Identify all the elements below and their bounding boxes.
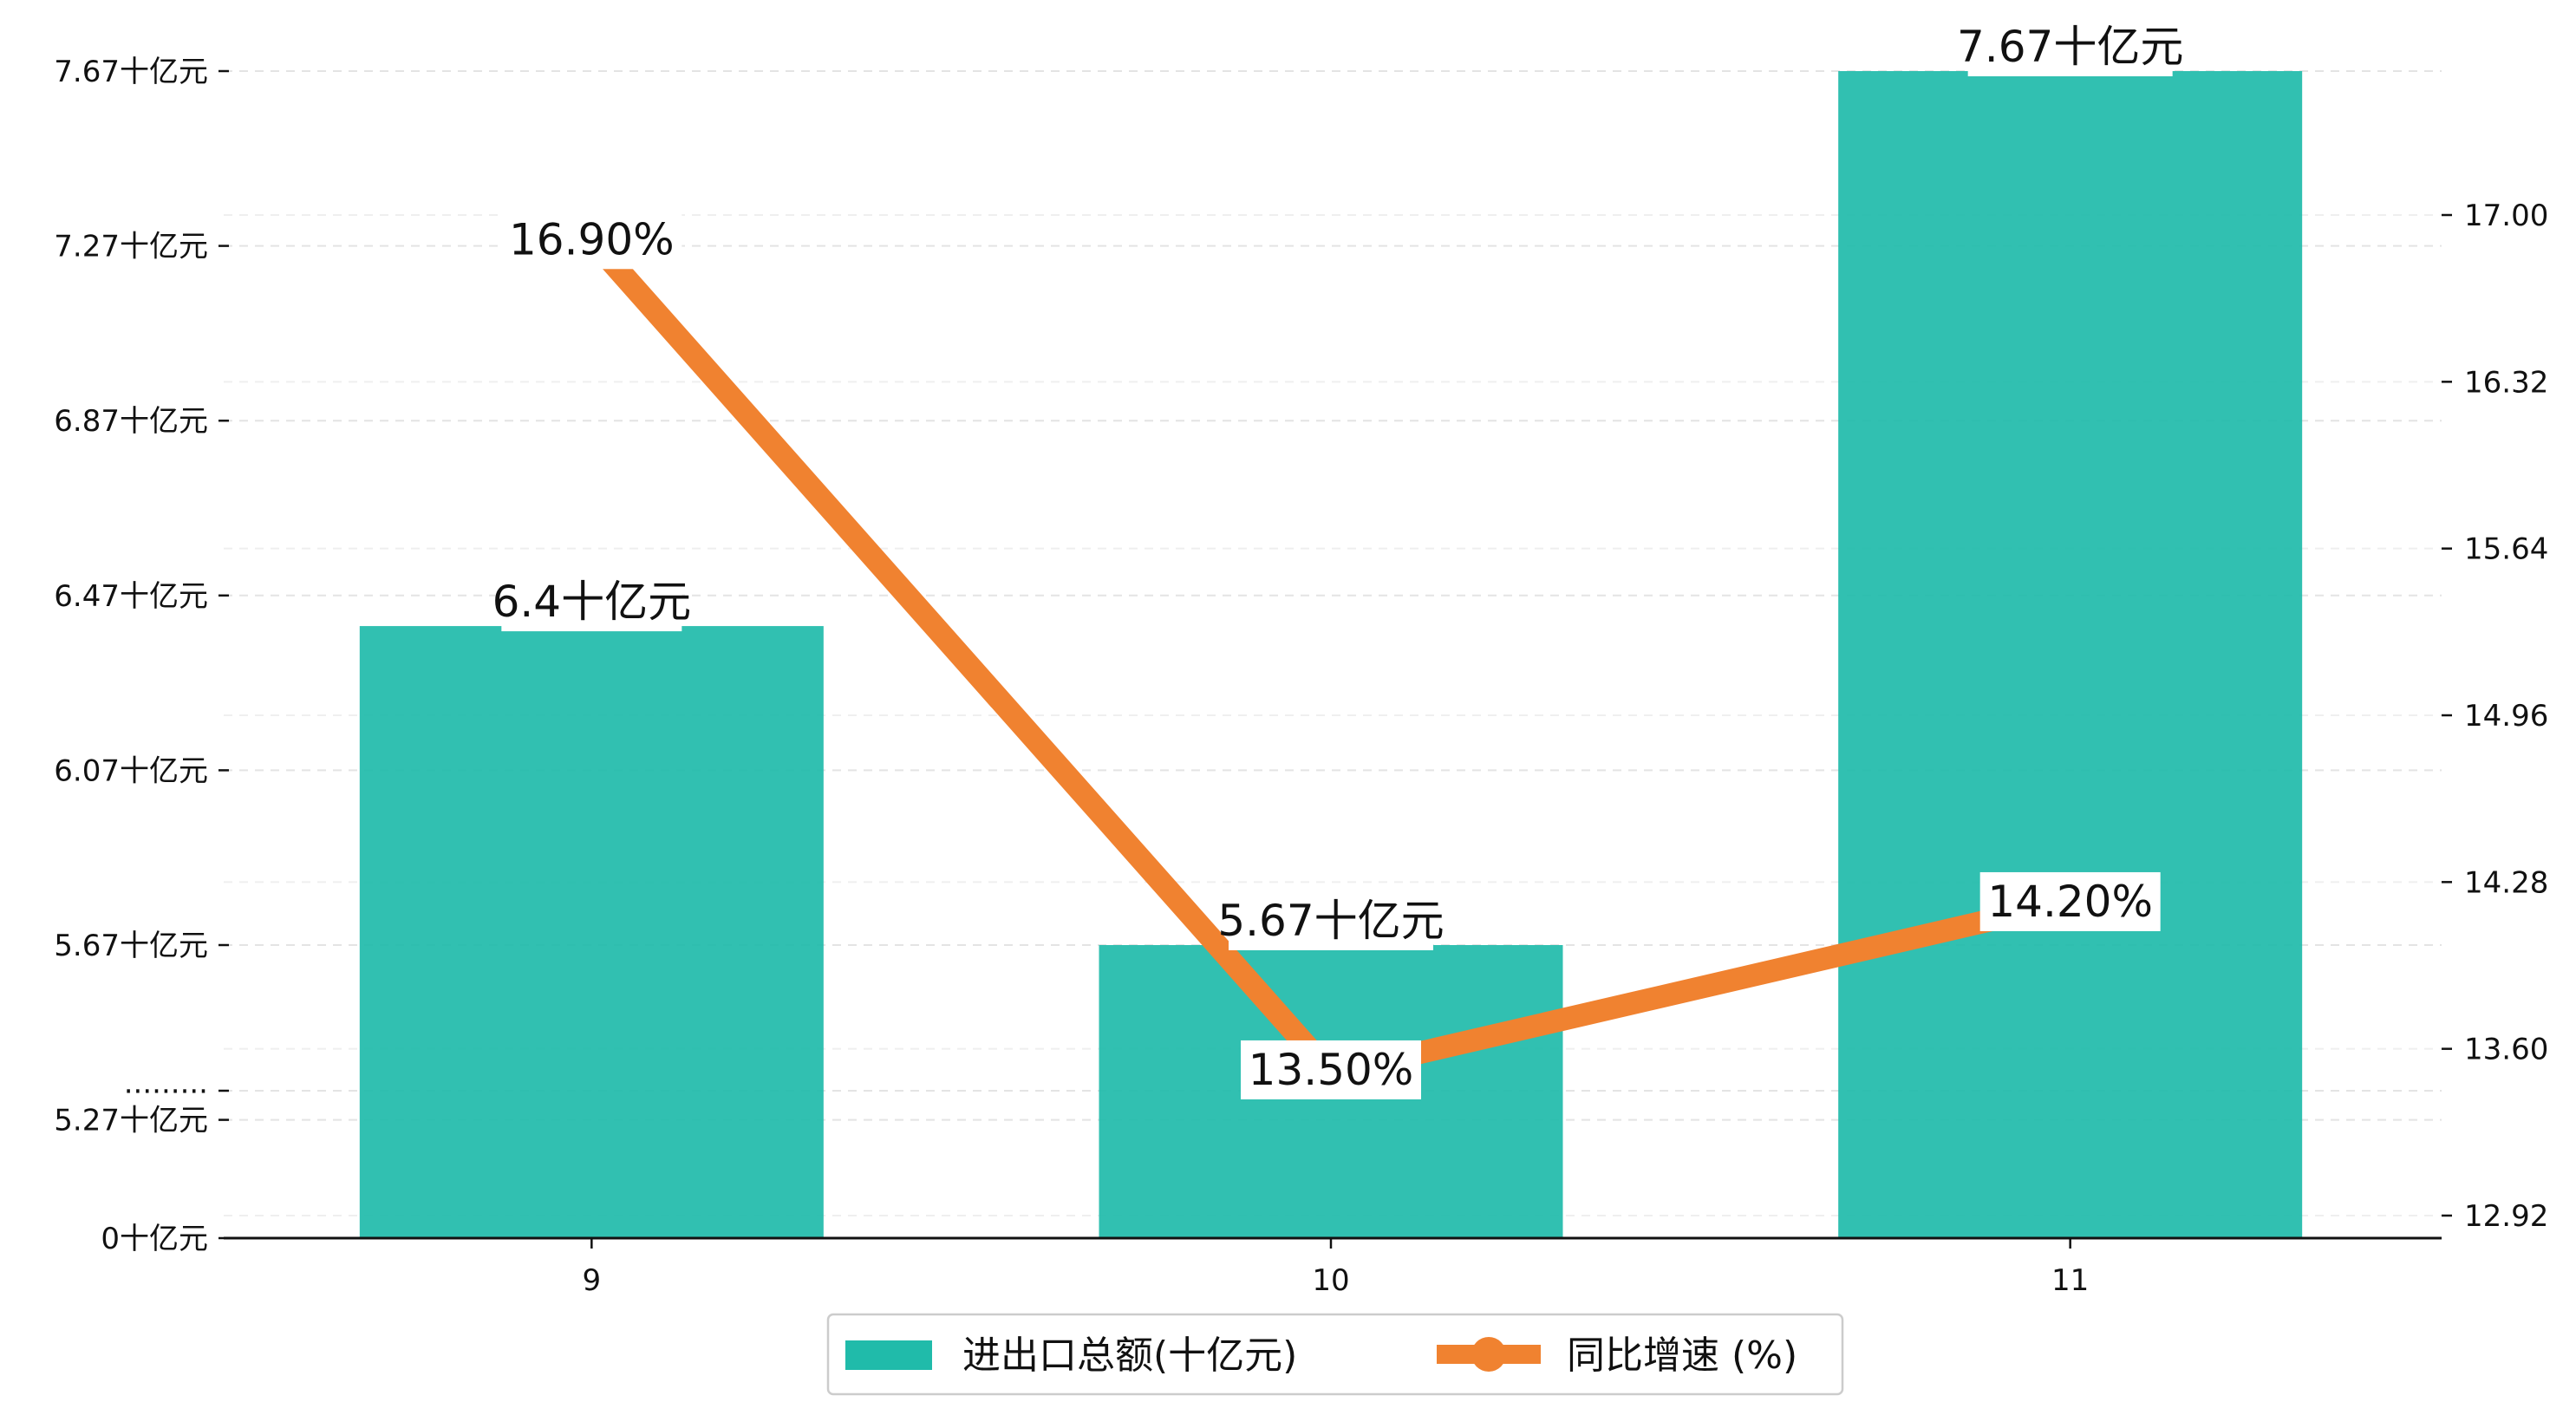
- bar-value-label-bg: [1967, 17, 2173, 76]
- line-value-label-bg: [1241, 1040, 1421, 1099]
- legend: 进出口总额(十亿元) 同比增速 (%): [826, 1313, 1844, 1396]
- bar-value-label: 7.67十亿元: [1957, 17, 2183, 76]
- y-right-tick-label: 14.96: [2464, 699, 2548, 734]
- line-value-label-bg: [1979, 871, 2161, 931]
- y-left-tick-label: 6.47十亿元: [54, 579, 208, 614]
- y-left-tick-label: ·········: [124, 1074, 208, 1109]
- bar-value-label: 6.4十亿元: [492, 572, 692, 632]
- line-value-label-text: 14.20%: [1987, 877, 2153, 927]
- y-left-tick-label: 5.67十亿元: [54, 929, 208, 963]
- bar-series: [359, 71, 2303, 1238]
- y-right-tick-label: 17.00: [2464, 199, 2548, 233]
- legend-box: [826, 1313, 1844, 1396]
- bar-value-label-text: 5.67十亿元: [1217, 896, 1444, 946]
- legend-marker-line: [1471, 1337, 1506, 1372]
- line-value-label-text: 16.90%: [509, 214, 675, 264]
- y-left-tick-label: 6.07十亿元: [54, 753, 208, 788]
- y-right-tick-label: 12.92: [2464, 1199, 2548, 1234]
- line-value-label: 13.50%: [1241, 1040, 1421, 1099]
- bar-value-label: 5.67十亿元: [1217, 891, 1445, 950]
- y-left-tick-label: 6.87十亿元: [54, 404, 208, 439]
- legend-label-bar: 进出口总额(十亿元): [962, 1333, 1297, 1378]
- line-value-label-bg: [501, 210, 682, 270]
- y-left-tick-label: 5.27十亿元: [54, 1104, 208, 1138]
- line-value-label: 16.90%: [501, 210, 682, 270]
- bar-9: [359, 626, 824, 1238]
- x-tick-label: 9: [583, 1263, 602, 1298]
- bar-value-label-bg: [1229, 891, 1433, 950]
- y-right-tick-label: 13.60: [2464, 1033, 2548, 1067]
- x-tick-label: 10: [1312, 1263, 1349, 1298]
- data-labels: 6.4十亿元 5.67十亿元 7.67十亿元 16.90% 13.50% 14.20%: [492, 17, 2183, 1099]
- y-left-tick-label: 7.67十亿元: [54, 55, 208, 89]
- line-value-label: 14.20%: [1979, 871, 2161, 931]
- bar-11: [1838, 71, 2303, 1238]
- legend-swatch-bar: [845, 1340, 932, 1370]
- y-right-tick-label: 15.64: [2464, 532, 2548, 567]
- bar-value-label-text: 7.67十亿元: [1957, 22, 2183, 72]
- axes: 0十亿元 ·········5.27十亿元 5.67十亿元 6.07十亿元 6.47十亿…: [54, 55, 2548, 1298]
- y-left-tick-label: 7.27十亿元: [54, 230, 208, 264]
- bar-value-label-bg: [501, 572, 682, 632]
- x-tick-label: 11: [2051, 1263, 2089, 1298]
- bar-value-label-text: 6.4十亿元: [492, 577, 692, 627]
- y-left-tick-label: 0十亿元: [101, 1222, 208, 1256]
- line-value-label-text: 13.50%: [1249, 1045, 1414, 1095]
- legend-label-line: 同比增速 (%): [1567, 1333, 1797, 1378]
- y-right-tick-label: 14.28: [2464, 865, 2548, 900]
- y-right-tick-label: 16.32: [2464, 365, 2548, 400]
